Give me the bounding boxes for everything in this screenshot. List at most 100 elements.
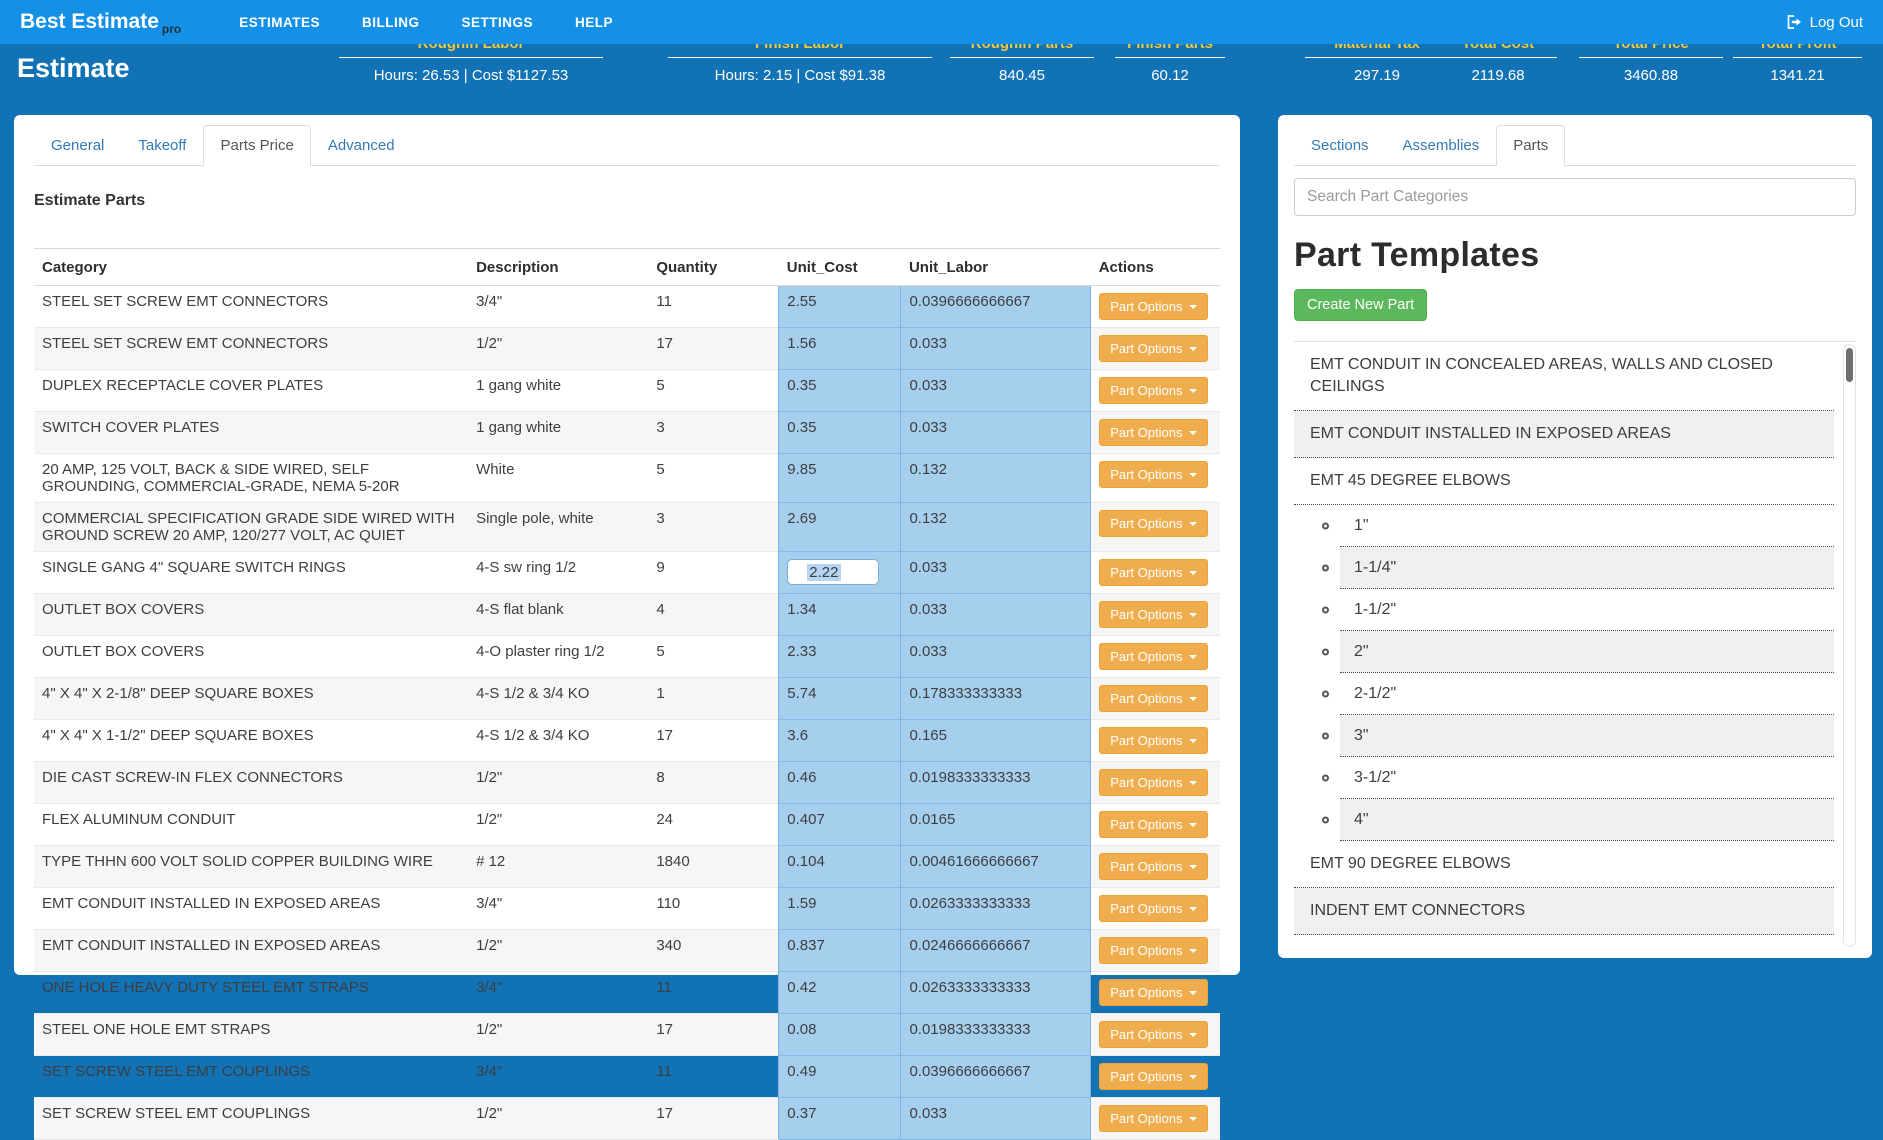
description-cell: 3/4" [468, 285, 649, 328]
part-options-button[interactable]: Part Options [1099, 419, 1209, 446]
nav-item-settings[interactable]: SETTINGS [461, 14, 534, 30]
unit-cost-cell: 0.46 [778, 761, 902, 804]
part-subcategory-item[interactable]: 4" [1294, 799, 1834, 841]
part-library-panel: Sections Assemblies Parts Part Templates… [1278, 115, 1872, 958]
part-subcategory-item[interactable]: 1-1/4" [1294, 547, 1834, 589]
part-category-item[interactable]: EMT 90 DEGREE ELBOWS [1294, 841, 1834, 888]
create-new-part-button[interactable]: Create New Part [1294, 289, 1428, 321]
tab-takeoff[interactable]: Takeoff [138, 137, 187, 154]
part-options-button[interactable]: Part Options [1099, 895, 1209, 922]
unit-cost-cell: 5.74 [778, 677, 902, 720]
part-subcategory-label: 3-1/2" [1340, 757, 1834, 799]
unit-cost-cell: 1.56 [778, 327, 902, 370]
part-options-button[interactable]: Part Options [1099, 377, 1209, 404]
description-cell: Single pole, white [468, 502, 649, 552]
description-cell: 1 gang white [468, 369, 649, 412]
part-subcategory-item[interactable]: 1-1/2" [1294, 589, 1834, 631]
quantity-cell: 17 [648, 719, 779, 762]
tab-general[interactable]: General [51, 137, 105, 154]
list-scrollbar-thumb[interactable] [1846, 348, 1853, 382]
table-row: FLEX ALUMINUM CONDUIT 1/2" 24 0.407 0.0165 Pa… [34, 803, 1220, 846]
brand-logo[interactable]: Best Estimate pro [20, 10, 181, 36]
nav-item-estimates[interactable]: ESTIMATES [239, 14, 320, 30]
tab-sections[interactable]: Sections [1311, 137, 1369, 154]
category-cell: SET SCREW STEEL EMT COUPLINGS [34, 1055, 469, 1098]
top-navbar: Best Estimate pro ESTIMATES BILLING SETTI… [0, 0, 1883, 44]
table-row: 20 AMP, 125 VOLT, BACK & SIDE WIRED, SEL… [34, 453, 1220, 503]
part-subcategory-item[interactable]: 3" [1294, 715, 1834, 757]
part-options-button[interactable]: Part Options [1099, 335, 1209, 362]
caret-down-icon [1189, 948, 1198, 953]
table-row: 4" X 4" X 1-1/2" DEEP SQUARE BOXES 4-S 1/… [34, 719, 1220, 762]
part-options-button[interactable]: Part Options [1099, 1105, 1209, 1132]
part-category-item[interactable]: EMT CONDUIT INSTALLED IN EXPOSED AREAS [1294, 411, 1834, 458]
part-options-button[interactable]: Part Options [1099, 811, 1209, 838]
unit-labor-cell: 0.0198333333333 [900, 761, 1092, 804]
list-scrollbar-track[interactable] [1843, 344, 1856, 947]
actions-cell: Part Options [1090, 971, 1220, 1014]
part-subcategory-item[interactable]: 2-1/2" [1294, 673, 1834, 715]
part-subcategory-group: 1" 1-1/4" 1-1/2" 2" 2-1/2" 3" 3-1/2" 4" [1294, 505, 1834, 841]
category-cell: 4" X 4" X 2-1/8" DEEP SQUARE BOXES [34, 677, 469, 720]
part-options-button[interactable]: Part Options [1099, 461, 1209, 488]
category-cell: COMMERCIAL SPECIFICATION GRADE SIDE WIRE… [34, 502, 469, 552]
part-subcategory-item[interactable]: 3-1/2" [1294, 757, 1834, 799]
part-options-button[interactable]: Part Options [1099, 769, 1209, 796]
unit-cost-input[interactable]: 2.22 [787, 559, 880, 585]
description-cell: 4-S flat blank [468, 593, 649, 636]
nav-menu: ESTIMATES BILLING SETTINGS HELP [239, 15, 613, 30]
tab-parts[interactable]: Parts [1496, 125, 1566, 166]
quantity-cell: 11 [648, 1055, 779, 1098]
part-options-button[interactable]: Part Options [1099, 1021, 1209, 1048]
part-category-item[interactable]: EMT 45 DEGREE ELBOWS [1294, 458, 1834, 505]
unit-labor-cell: 0.0246666666667 [900, 929, 1092, 972]
part-options-button[interactable]: Part Options [1099, 559, 1209, 586]
part-options-button[interactable]: Part Options [1099, 937, 1209, 964]
caret-down-icon [1189, 570, 1198, 575]
tab-assemblies[interactable]: Assemblies [1402, 137, 1480, 154]
part-category-item[interactable]: EMT CONDUIT IN CONCEALED AREAS, WALLS AN… [1294, 342, 1834, 411]
part-subcategory-item[interactable]: 2" [1294, 631, 1834, 673]
quantity-cell: 24 [648, 803, 779, 846]
caret-down-icon [1189, 346, 1198, 351]
actions-cell: Part Options [1090, 1013, 1220, 1056]
actions-cell: Part Options [1090, 453, 1220, 503]
quantity-cell: 5 [648, 369, 779, 412]
actions-cell: Part Options [1090, 327, 1220, 370]
part-options-button[interactable]: Part Options [1099, 979, 1209, 1006]
part-options-button[interactable]: Part Options [1099, 601, 1209, 628]
caret-down-icon [1189, 696, 1198, 701]
stat-underline [1439, 57, 1557, 58]
part-options-button[interactable]: Part Options [1099, 727, 1209, 754]
stat-value: 60.12 [1151, 67, 1189, 84]
part-category-item[interactable]: INDENT EMT CONNECTORS [1294, 888, 1834, 935]
quantity-cell: 3 [648, 502, 779, 552]
tab-advanced[interactable]: Advanced [327, 137, 395, 154]
caret-down-icon [1189, 906, 1198, 911]
nav-item-billing[interactable]: BILLING [362, 14, 420, 30]
description-cell: 4-S 1/2 & 3/4 KO [468, 677, 649, 720]
part-templates-title: Part Templates [1294, 236, 1540, 274]
part-options-button[interactable]: Part Options [1099, 853, 1209, 880]
caret-down-icon [1189, 990, 1198, 995]
part-options-button[interactable]: Part Options [1099, 685, 1209, 712]
description-cell: 3/4" [468, 971, 649, 1014]
unit-labor-cell: 0.132 [900, 453, 1092, 503]
stat-underline [339, 57, 603, 58]
nav-item-help[interactable]: HELP [575, 14, 614, 30]
part-options-button[interactable]: Part Options [1099, 293, 1209, 320]
part-options-button[interactable]: Part Options [1099, 1063, 1209, 1090]
logout-button[interactable]: Log Out [1787, 14, 1863, 31]
search-part-categories-input[interactable] [1294, 178, 1856, 216]
part-options-button[interactable]: Part Options [1099, 643, 1209, 670]
tab-parts-price[interactable]: Parts Price [203, 125, 311, 166]
part-templates-list-container: EMT CONDUIT IN CONCEALED AREAS, WALLS AN… [1294, 341, 1856, 950]
part-options-button[interactable]: Part Options [1099, 510, 1209, 537]
unit-labor-cell: 0.033 [900, 411, 1092, 454]
part-options-label: Part Options [1110, 1069, 1183, 1084]
part-category-item[interactable]: DIE CAST SET SCREW EMT CONNECTORS [1294, 935, 1834, 950]
part-subcategory-item[interactable]: 1" [1294, 505, 1834, 547]
unit-cost-cell: 0.08 [778, 1013, 902, 1056]
quantity-cell: 5 [648, 453, 779, 503]
